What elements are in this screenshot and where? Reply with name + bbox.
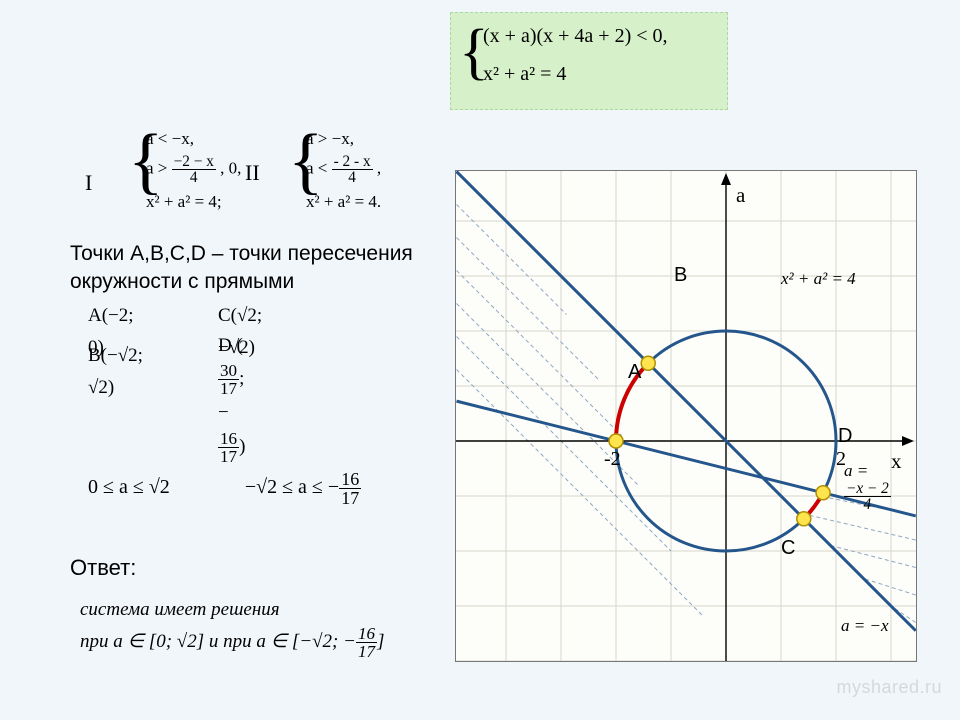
answer-body: система имеет решения при a ∈ [0; √2] и … (80, 595, 384, 661)
point-C-label: C (781, 537, 795, 560)
eq-line-slope: a = −x − 24 (844, 461, 916, 513)
point-A-label: A (628, 361, 641, 384)
sys1-row2: a > −2 − x4 , 0, (146, 154, 241, 186)
point-B-coord: B(−√2; √2) (88, 340, 143, 405)
diagram-panel: a x -2 2 A B C D x² + a² = 4 a = −x a = … (455, 170, 917, 662)
point-B-label: B (674, 264, 687, 287)
sys1-row1: a < −x, (146, 128, 194, 149)
system-II: { a > −x, a < - 2 - x4 , x² + a² = 4. (300, 124, 420, 234)
eq-line-ax: a = −x (841, 616, 889, 636)
system-I: { a < −x, a > −2 − x4 , 0, x² + a² = 4; (140, 124, 250, 224)
eq-circle: x² + a² = 4 (781, 269, 856, 289)
sys1-row3: x² + a² = 4; (146, 191, 222, 212)
watermark: myshared.ru (836, 677, 942, 698)
system-highlight-box: { (x + a)(x + 4a + 2) < 0, x² + a² = 4 (450, 12, 728, 110)
points-description: Точки A,B,C,D – точки пересечения окружн… (70, 240, 450, 297)
point-D-label: D (838, 425, 852, 448)
highlight-row2: x² + a² = 4 (483, 61, 566, 87)
axis-label-a: a (736, 183, 745, 208)
ranges-text: 0 ≤ a ≤ √2 −√2 ≤ a ≤ −1617 (88, 470, 361, 507)
point-D-coord: D (3017; −1617) (218, 330, 245, 465)
sys2-row3: x² + a² = 4. (306, 191, 381, 212)
diagram-svg (456, 171, 916, 661)
roman-I-label: I (85, 170, 92, 196)
sys2-row1: a > −x, (306, 128, 354, 149)
tick-minus2: -2 (604, 448, 621, 471)
answer-label: Ответ: (70, 555, 136, 581)
sys2-row2: a < - 2 - x4 , (306, 154, 381, 186)
highlight-row1: (x + a)(x + 4a + 2) < 0, (483, 23, 668, 49)
